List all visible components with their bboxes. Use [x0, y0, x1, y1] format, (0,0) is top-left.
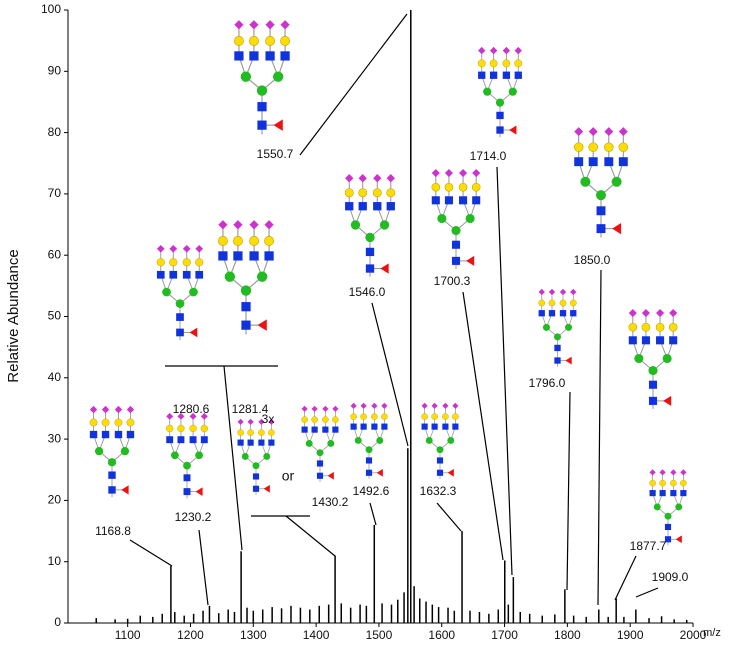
- peak-label: 1700.3: [434, 274, 471, 288]
- leader-line: [299, 13, 408, 156]
- y-tick-label: 0: [54, 615, 61, 629]
- peak-label: 1281.4: [232, 402, 269, 416]
- leader-line: [369, 502, 377, 526]
- leader-line: [462, 291, 504, 561]
- peak-label: 1850.0: [574, 253, 611, 267]
- y-tick-label: 20: [48, 493, 62, 507]
- glycan-icons: [89, 19, 687, 546]
- peak-label: 1546.0: [349, 285, 386, 299]
- y-tick-label: 10: [48, 554, 62, 568]
- peak-label: 1632.3: [420, 484, 457, 498]
- x-tick-label: 1500: [366, 628, 393, 642]
- y-tick-label: 40: [48, 370, 62, 384]
- bracket-lines: [165, 365, 310, 517]
- x-tick-label: 1300: [240, 628, 267, 642]
- x-tick-label: 1100: [115, 628, 141, 642]
- x-tick-label: 1700: [491, 628, 518, 642]
- leader-line: [566, 391, 571, 591]
- y-tick-label: 90: [48, 63, 62, 77]
- x-tick-label: 1800: [554, 628, 581, 642]
- peak-label: 1492.6: [353, 484, 390, 498]
- peak-label: 1909.0: [652, 570, 689, 584]
- peak-label: 1714.0: [470, 149, 507, 163]
- leader-line: [129, 539, 173, 567]
- leader-line: [597, 269, 602, 606]
- peak-label: 1877.7: [630, 539, 667, 553]
- y-tick-label: 70: [48, 186, 62, 200]
- x-tick-label: 1400: [303, 628, 330, 642]
- peak-label: 1550.7: [257, 147, 294, 161]
- peak-label: 1430.2: [312, 495, 349, 509]
- x-tick-label: 1600: [428, 628, 455, 642]
- y-tick-label: 30: [48, 431, 62, 445]
- leader-line: [436, 502, 462, 532]
- note: or: [282, 468, 295, 484]
- x-tick-label: 1900: [617, 628, 644, 642]
- y-tick-label: 80: [48, 125, 62, 139]
- x-axis-label: m/z: [703, 627, 721, 639]
- peak-label: 1230.2: [175, 510, 212, 524]
- y-tick-label: 100: [41, 2, 61, 16]
- leader-line: [223, 365, 243, 551]
- leader-line: [198, 529, 209, 606]
- y-tick-label: 50: [48, 309, 62, 323]
- leader-line: [496, 166, 513, 576]
- peak-label: 1168.8: [95, 524, 131, 538]
- x-tick-label: 1200: [177, 628, 204, 642]
- leader-line: [614, 555, 637, 601]
- y-tick-label: 60: [48, 247, 62, 261]
- peak-label: 1280.6: [173, 402, 210, 416]
- leader-line: [635, 587, 659, 598]
- leader-line: [371, 302, 409, 447]
- y-axis-label: Relative Abundance: [5, 249, 22, 382]
- leader-line: [285, 515, 336, 557]
- x-tick-label: 2000: [680, 628, 707, 642]
- note: 3x: [262, 412, 275, 426]
- peak-label: 1796.0: [529, 376, 566, 390]
